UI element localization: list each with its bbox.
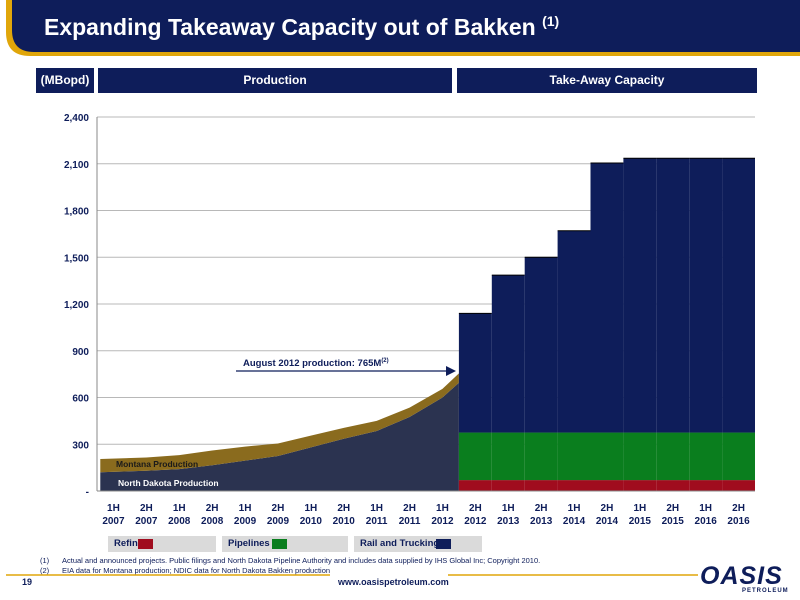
x-tick-label: 1H 2015 — [629, 503, 652, 527]
pipelines-swatch — [272, 539, 287, 549]
page-title: Expanding Takeaway Capacity out of Bakke… — [44, 13, 560, 40]
capacity-bar-pipelines — [491, 432, 525, 481]
y-tick-label: 1,200 — [64, 300, 89, 311]
x-tick-label: 2H 2009 — [267, 503, 290, 527]
x-tick-label: 1H 2009 — [234, 503, 257, 527]
capacity-bar-rail-and-trucking — [623, 158, 657, 433]
capacity-bar-rail-and-trucking — [458, 313, 492, 433]
capacity-bar-refinery — [557, 480, 591, 491]
x-tick-label: 2H 2012 — [464, 503, 487, 527]
x-tick-label: 1H 2007 — [102, 503, 125, 527]
capacity-bar-rail-and-trucking — [557, 230, 591, 433]
legend-pipelines: Pipelines — [222, 536, 348, 552]
capacity-bar-refinery — [524, 480, 558, 491]
x-tick-label: 1H 2011 — [366, 503, 388, 527]
capacity-bar-refinery — [722, 480, 755, 491]
x-tick-label: 2H 2015 — [662, 503, 685, 527]
capacity-bar-rail-and-trucking — [689, 158, 723, 433]
legend-refinery: Refinery — [108, 536, 216, 552]
capacity-bar-refinery — [656, 480, 690, 491]
oasis-logo: OASIS — [700, 562, 783, 590]
footer-rule — [6, 574, 698, 576]
capacity-bar-pipelines — [590, 432, 624, 481]
capacity-bar-rail-and-trucking — [491, 275, 525, 433]
refinery-swatch — [138, 539, 153, 549]
x-tick-label: 2H 2007 — [135, 503, 158, 527]
capacity-bar-refinery — [689, 480, 723, 491]
capacity-bar-refinery — [458, 480, 492, 491]
x-tick-label: 1H 2010 — [300, 503, 323, 527]
capacity-bar-pipelines — [458, 432, 492, 481]
north-dakota-production-area — [100, 382, 459, 491]
capacity-bar-refinery — [491, 480, 525, 491]
capacity-bar-rail-and-trucking — [722, 158, 755, 433]
x-tick-label: 2H 2016 — [727, 503, 750, 527]
oasis-logo-subtitle: PETROLEUM — [742, 588, 789, 594]
capacity-bar-pipelines — [656, 432, 690, 481]
rail-trucking-swatch — [436, 539, 451, 549]
x-tick-label: 1H 2012 — [431, 503, 454, 527]
capacity-bar-refinery — [590, 480, 624, 491]
x-tick-label: 1H 2014 — [563, 503, 586, 527]
x-tick-label: 1H 2008 — [168, 503, 191, 527]
x-tick-label: 2H 2011 — [399, 503, 421, 527]
unit-label: (MBopd) — [36, 68, 94, 93]
capacity-bar-pipelines — [524, 432, 558, 481]
legend-rail-trucking: Rail and Trucking — [354, 536, 482, 552]
x-tick-label: 2H 2014 — [596, 503, 619, 527]
header-banner — [0, 0, 800, 56]
capacity-bar-refinery — [623, 480, 657, 491]
august-production-annotation: August 2012 production: 765M(2) — [243, 358, 389, 369]
capacity-bar-pipelines — [722, 432, 755, 481]
page-number: 19 — [22, 577, 33, 587]
capacity-bar-rail-and-trucking — [656, 158, 690, 433]
montana-production-area — [100, 373, 459, 473]
x-tick-label: 1H 2013 — [497, 503, 520, 527]
capacity-bar-pipelines — [557, 432, 591, 481]
x-tick-label: 2H 2008 — [201, 503, 224, 527]
montana-production-label: Montana Production — [116, 459, 198, 469]
y-tick-label: 2,100 — [64, 160, 89, 171]
y-tick-label: 2,400 — [64, 113, 89, 124]
website-link[interactable]: www.oasispetroleum.com — [338, 577, 449, 587]
y-tick-label: 600 — [72, 394, 89, 405]
y-tick-label: 900 — [72, 347, 89, 358]
x-tick-label: 2H 2013 — [530, 503, 553, 527]
capacity-bar-rail-and-trucking — [524, 257, 558, 433]
y-tick-label: 1,800 — [64, 207, 89, 218]
capacity-bar-pipelines — [623, 432, 657, 481]
capacity-bar-rail-and-trucking — [590, 162, 624, 433]
x-tick-label: 1H 2016 — [695, 503, 718, 527]
annotation-arrow-head — [446, 366, 456, 376]
footnote-2: (2) EIA data for Montana production; NDIC… — [40, 566, 331, 575]
y-tick-label: 300 — [72, 440, 89, 451]
y-tick-label: 1,500 — [64, 253, 89, 264]
y-tick-label: - — [86, 487, 89, 498]
x-tick-label: 2H 2010 — [333, 503, 356, 527]
north-dakota-production-label: North Dakota Production — [118, 478, 219, 488]
capacity-bar-pipelines — [689, 432, 723, 481]
footnote-1: (1) Actual and announced projects. Public… — [40, 556, 541, 565]
takeaway-header: Take-Away Capacity — [457, 68, 757, 93]
production-header: Production — [98, 68, 452, 93]
